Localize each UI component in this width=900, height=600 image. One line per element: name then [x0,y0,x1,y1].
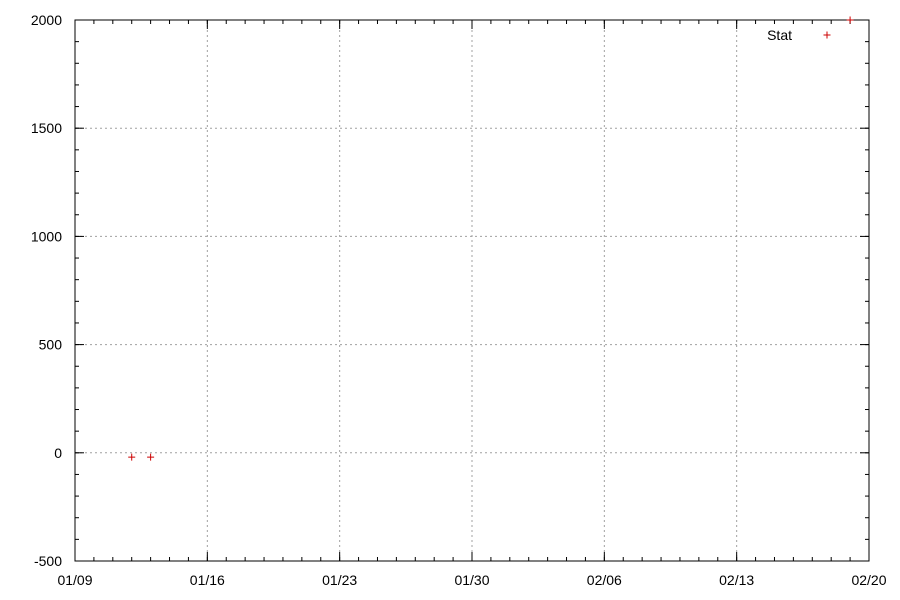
x-tick-label: 01/30 [454,572,489,588]
legend-marker [823,31,831,39]
x-tick-label: 01/23 [322,572,357,588]
x-tick-label: 02/06 [587,572,622,588]
y-tick-label: 1500 [31,120,62,136]
y-tick-labels: -500 0 500 1000 1500 2000 [31,12,62,569]
y-tick-label: 1000 [31,228,62,244]
x-tick-label: 02/20 [851,572,886,588]
y-tick-label: 500 [39,337,63,353]
y-tick-label: 0 [54,445,62,461]
data-point [846,16,854,24]
legend: Stat [767,27,831,43]
legend-label: Stat [767,27,792,43]
x-tick-label: 02/13 [719,572,754,588]
x-tick-labels: 01/09 01/16 01/23 01/30 02/06 02/13 02/20 [57,572,886,588]
x-tick-label: 01/09 [57,572,92,588]
x-tick-label: 01/16 [190,572,225,588]
data-points [128,16,854,461]
y-tick-label: 2000 [31,12,62,28]
data-point [147,453,155,461]
plot-frame [74,19,870,562]
y-tick-label: -500 [34,553,62,569]
grid-lines [75,20,869,561]
data-point [128,453,136,461]
